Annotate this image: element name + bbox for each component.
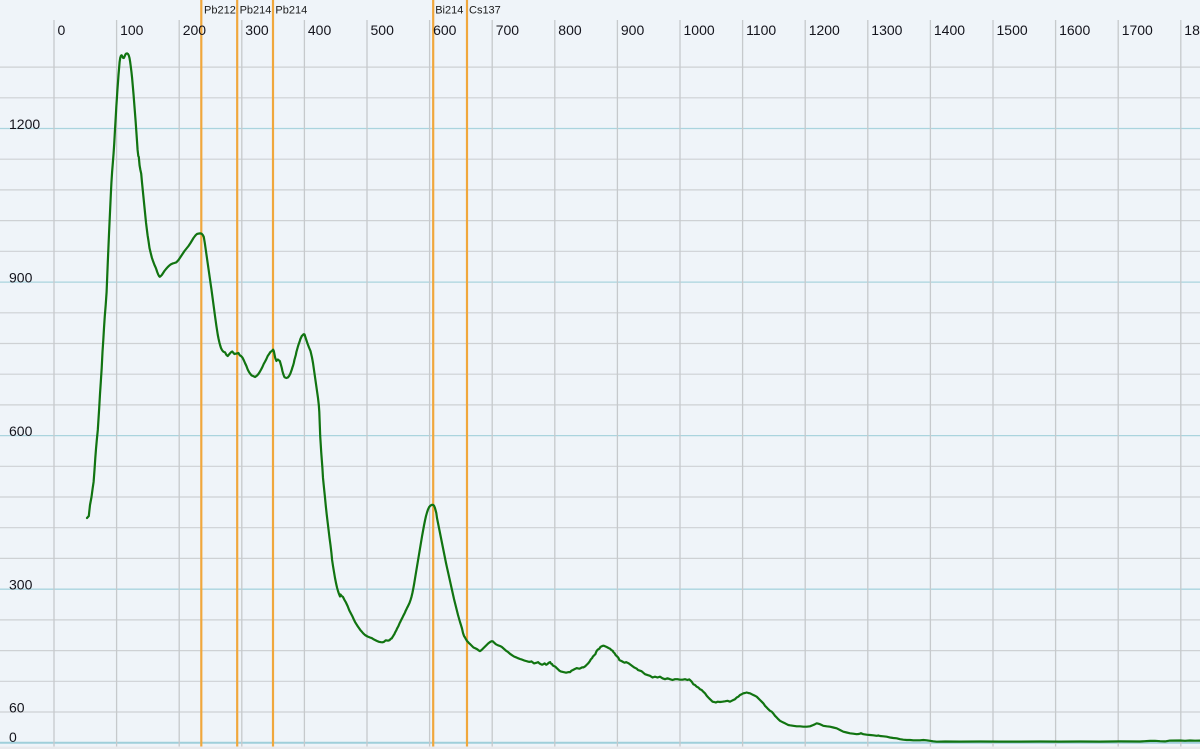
svg-text:60: 60 (9, 699, 25, 715)
svg-text:Pb214: Pb214 (275, 5, 307, 17)
svg-text:1800: 1800 (1184, 22, 1200, 38)
svg-text:1500: 1500 (997, 22, 1028, 38)
svg-text:0: 0 (58, 22, 66, 38)
svg-text:1400: 1400 (934, 22, 965, 38)
svg-text:1300: 1300 (871, 22, 902, 38)
svg-text:300: 300 (245, 22, 269, 38)
svg-text:Pb214: Pb214 (240, 5, 272, 17)
svg-text:1100: 1100 (746, 22, 776, 38)
svg-text:700: 700 (496, 22, 520, 38)
svg-text:1200: 1200 (9, 116, 40, 132)
svg-text:900: 900 (621, 22, 645, 38)
svg-text:800: 800 (558, 22, 582, 38)
svg-text:0: 0 (9, 729, 17, 745)
svg-text:Pb212: Pb212 (204, 5, 236, 17)
svg-text:600: 600 (433, 22, 457, 38)
svg-text:100: 100 (120, 22, 144, 38)
svg-text:1000: 1000 (684, 22, 715, 38)
svg-text:600: 600 (9, 423, 33, 439)
svg-text:1200: 1200 (809, 22, 840, 38)
svg-text:Bi214: Bi214 (435, 5, 463, 17)
svg-text:400: 400 (308, 22, 332, 38)
svg-text:200: 200 (183, 22, 207, 38)
svg-text:Cs137: Cs137 (469, 5, 501, 17)
svg-text:300: 300 (9, 577, 33, 593)
svg-text:1600: 1600 (1059, 22, 1090, 38)
svg-text:1700: 1700 (1122, 22, 1153, 38)
svg-text:500: 500 (371, 22, 395, 38)
svg-text:900: 900 (9, 269, 33, 285)
